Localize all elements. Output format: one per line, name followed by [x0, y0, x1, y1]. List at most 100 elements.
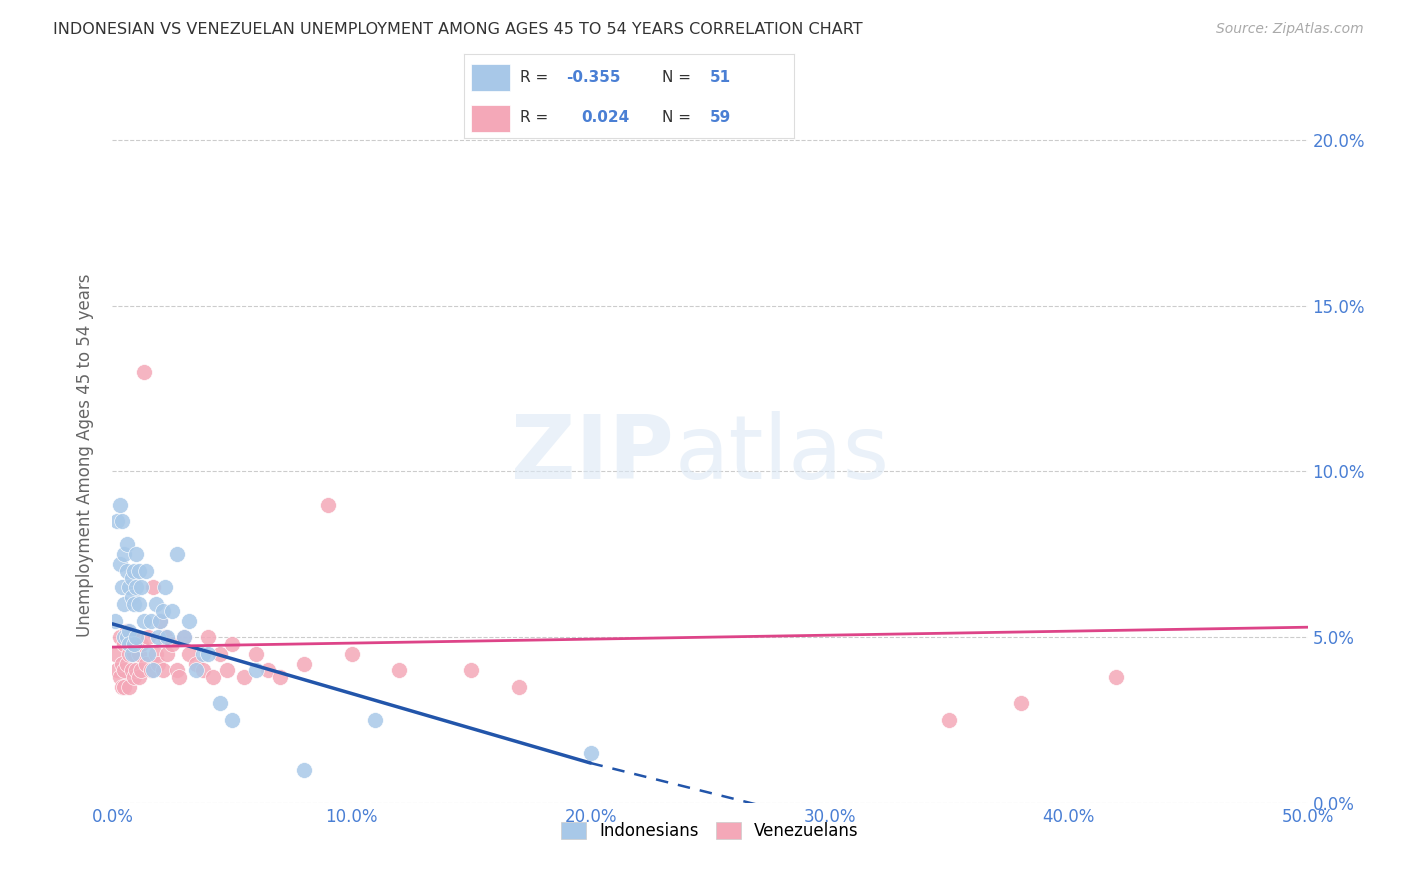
Point	[104, 614, 127, 628]
Point	[111, 657, 134, 671]
Point	[145, 597, 167, 611]
Point	[135, 657, 157, 671]
Point	[121, 570, 143, 584]
Point	[221, 637, 243, 651]
FancyBboxPatch shape	[471, 63, 510, 91]
Point	[186, 657, 208, 671]
Point	[177, 614, 200, 628]
Text: atlas: atlas	[675, 411, 890, 499]
Point	[166, 663, 188, 677]
Point	[162, 637, 183, 651]
Point	[162, 604, 183, 618]
Point	[129, 637, 152, 651]
Point	[122, 670, 145, 684]
Point	[105, 514, 128, 528]
Text: R =: R =	[520, 70, 554, 85]
Point	[132, 614, 155, 628]
Point	[108, 498, 131, 512]
Point	[139, 663, 162, 677]
Point	[121, 591, 143, 605]
Text: Source: ZipAtlas.com: Source: ZipAtlas.com	[1216, 22, 1364, 37]
Point	[579, 746, 602, 760]
Point	[122, 647, 145, 661]
Point	[104, 647, 127, 661]
Point	[138, 630, 160, 644]
Point	[129, 581, 152, 595]
Point	[118, 624, 141, 638]
Point	[114, 597, 135, 611]
Point	[269, 670, 291, 684]
Point	[114, 663, 135, 677]
Text: 0.024: 0.024	[581, 111, 630, 126]
Point	[152, 663, 174, 677]
Point	[1010, 697, 1032, 711]
Point	[111, 680, 134, 694]
Point	[233, 670, 256, 684]
Legend: Indonesians, Venezuelans: Indonesians, Venezuelans	[554, 815, 866, 847]
Point	[114, 637, 135, 651]
Point	[115, 624, 138, 638]
Point	[129, 663, 152, 677]
Point	[209, 647, 232, 661]
Point	[114, 630, 135, 644]
Text: INDONESIAN VS VENEZUELAN UNEMPLOYMENT AMONG AGES 45 TO 54 YEARS CORRELATION CHAR: INDONESIAN VS VENEZUELAN UNEMPLOYMENT AM…	[53, 22, 863, 37]
Point	[118, 637, 141, 651]
Point	[115, 537, 138, 551]
Point	[125, 630, 148, 644]
Point	[177, 647, 200, 661]
Point	[152, 604, 174, 618]
Point	[115, 657, 138, 671]
Point	[125, 581, 148, 595]
Point	[193, 663, 215, 677]
Point	[508, 680, 530, 694]
Point	[138, 647, 160, 661]
Point	[121, 630, 143, 644]
Point	[388, 663, 411, 677]
Point	[149, 614, 172, 628]
Point	[128, 647, 150, 661]
Point	[125, 630, 148, 644]
Point	[121, 647, 143, 661]
Point	[169, 670, 191, 684]
Point	[105, 663, 128, 677]
Point	[292, 657, 315, 671]
Point	[217, 663, 239, 677]
Point	[938, 713, 960, 727]
Point	[121, 663, 143, 677]
Point	[146, 630, 169, 644]
Text: N =: N =	[662, 111, 696, 126]
Point	[340, 647, 363, 661]
Point	[118, 647, 141, 661]
Point	[128, 597, 150, 611]
Point	[245, 663, 267, 677]
Text: N =: N =	[662, 70, 696, 85]
Point	[245, 647, 267, 661]
Point	[316, 498, 339, 512]
Point	[166, 547, 188, 561]
Point	[114, 547, 135, 561]
Point	[197, 647, 219, 661]
Text: R =: R =	[520, 111, 558, 126]
Point	[122, 597, 145, 611]
Point	[118, 680, 141, 694]
Point	[257, 663, 280, 677]
Point	[135, 564, 157, 578]
Point	[111, 581, 134, 595]
Point	[292, 763, 315, 777]
Point	[108, 558, 131, 572]
Point	[128, 670, 150, 684]
Point	[108, 670, 131, 684]
Point	[197, 630, 219, 644]
Point	[1105, 670, 1128, 684]
FancyBboxPatch shape	[471, 105, 510, 132]
Point	[111, 514, 134, 528]
Point	[156, 647, 179, 661]
Point	[125, 547, 148, 561]
Text: 59: 59	[710, 111, 731, 126]
Point	[156, 630, 179, 644]
Point	[149, 614, 172, 628]
Point	[108, 630, 131, 644]
Point	[364, 713, 387, 727]
Point	[153, 581, 176, 595]
Point	[153, 630, 176, 644]
